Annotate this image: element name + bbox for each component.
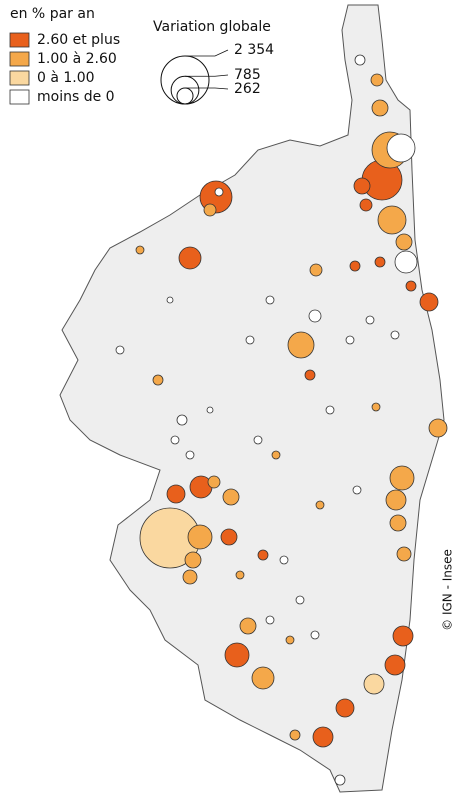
commune-symbol: [135, 245, 145, 255]
legend-label: 1.00 à 2.60: [37, 51, 117, 67]
commune-symbol: [371, 99, 389, 117]
commune-symbol: [285, 635, 295, 645]
commune-symbol: [235, 570, 245, 580]
commune-symbol: [334, 774, 346, 786]
commune-symbol: [271, 450, 281, 460]
commune-symbol: [203, 203, 217, 217]
commune-symbol: [207, 475, 221, 489]
commune-symbol: [386, 133, 416, 163]
commune-symbol: [349, 260, 361, 272]
size-legend-label: 785: [234, 67, 261, 83]
commune-symbol: [176, 414, 188, 426]
commune-symbol: [353, 177, 371, 195]
commune-symbol: [363, 673, 385, 695]
commune-symbol: [365, 315, 375, 325]
commune-symbol: [239, 617, 257, 635]
size-legend-leader: [185, 49, 229, 57]
commune-symbol: [315, 500, 325, 510]
commune-symbol: [359, 198, 373, 212]
commune-symbol: [374, 256, 386, 268]
commune-symbol: [389, 514, 407, 532]
commune-symbol: [265, 615, 275, 625]
commune-symbol: [304, 369, 316, 381]
commune-symbol: [384, 654, 406, 676]
size-legend-leader: [185, 87, 229, 90]
legend-label: 2.60 et plus: [37, 32, 120, 48]
legend-swatch: [9, 70, 30, 86]
commune-symbol: [345, 335, 355, 345]
commune-symbol: [206, 406, 214, 414]
legend-swatch: [9, 89, 30, 105]
commune-symbol: [310, 630, 320, 640]
commune-symbol: [394, 250, 418, 274]
commune-symbol: [245, 335, 255, 345]
commune-symbol: [295, 595, 305, 605]
commune-symbol: [115, 345, 125, 355]
commune-symbol: [152, 374, 164, 386]
legend-swatch: [9, 51, 30, 67]
size-legend-label: 2 354: [234, 42, 274, 58]
credit: © IGN - Insee: [441, 549, 455, 631]
commune-symbol: [335, 698, 355, 718]
size-legend-label: 262: [234, 81, 261, 97]
commune-symbol: [220, 528, 238, 546]
commune-symbol: [354, 54, 366, 66]
commune-symbol: [185, 450, 195, 460]
commune-symbol: [166, 296, 174, 304]
commune-symbol: [396, 546, 412, 562]
commune-symbol: [312, 726, 334, 748]
island-outline: [59, 4, 445, 793]
commune-symbol: [390, 330, 400, 340]
legend-swatch: [9, 32, 30, 48]
size-legend-circle: [170, 75, 200, 105]
commune-symbol: [182, 569, 198, 585]
commune-symbol: [428, 418, 448, 438]
legend-label: moins de 0: [37, 89, 115, 105]
commune-symbol: [224, 642, 250, 668]
commune-symbol: [405, 280, 417, 292]
commune-symbol: [389, 465, 415, 491]
commune-symbol: [287, 331, 315, 359]
commune-symbol: [251, 666, 275, 690]
size-legend-leader: [185, 74, 229, 77]
commune-symbol: [371, 402, 381, 412]
commune-symbol: [308, 309, 322, 323]
size-legend-circle: [160, 55, 210, 105]
size-legend-circle: [176, 87, 194, 105]
commune-symbol: [253, 435, 263, 445]
commune-symbol: [370, 73, 384, 87]
commune-symbol: [419, 292, 439, 312]
commune-symbol: [325, 405, 335, 415]
commune-symbol: [352, 485, 362, 495]
size-legend-title: Variation globale: [153, 19, 271, 35]
legend-title: en % par an: [10, 6, 95, 22]
commune-symbol: [392, 625, 414, 647]
commune-symbol: [309, 263, 323, 277]
commune-symbol: [279, 555, 289, 565]
commune-symbol: [214, 187, 224, 197]
commune-symbol: [395, 233, 413, 251]
legend-label: 0 à 1.00: [37, 70, 95, 86]
commune-symbol: [166, 484, 186, 504]
commune-symbol: [385, 489, 407, 511]
commune-symbol: [170, 435, 180, 445]
commune-symbol: [377, 205, 407, 235]
commune-symbol: [222, 488, 240, 506]
commune-symbol: [184, 551, 202, 569]
commune-symbol: [178, 246, 202, 270]
commune-symbol: [187, 524, 213, 550]
commune-symbol: [257, 549, 269, 561]
commune-symbol: [289, 729, 301, 741]
commune-symbol: [265, 295, 275, 305]
